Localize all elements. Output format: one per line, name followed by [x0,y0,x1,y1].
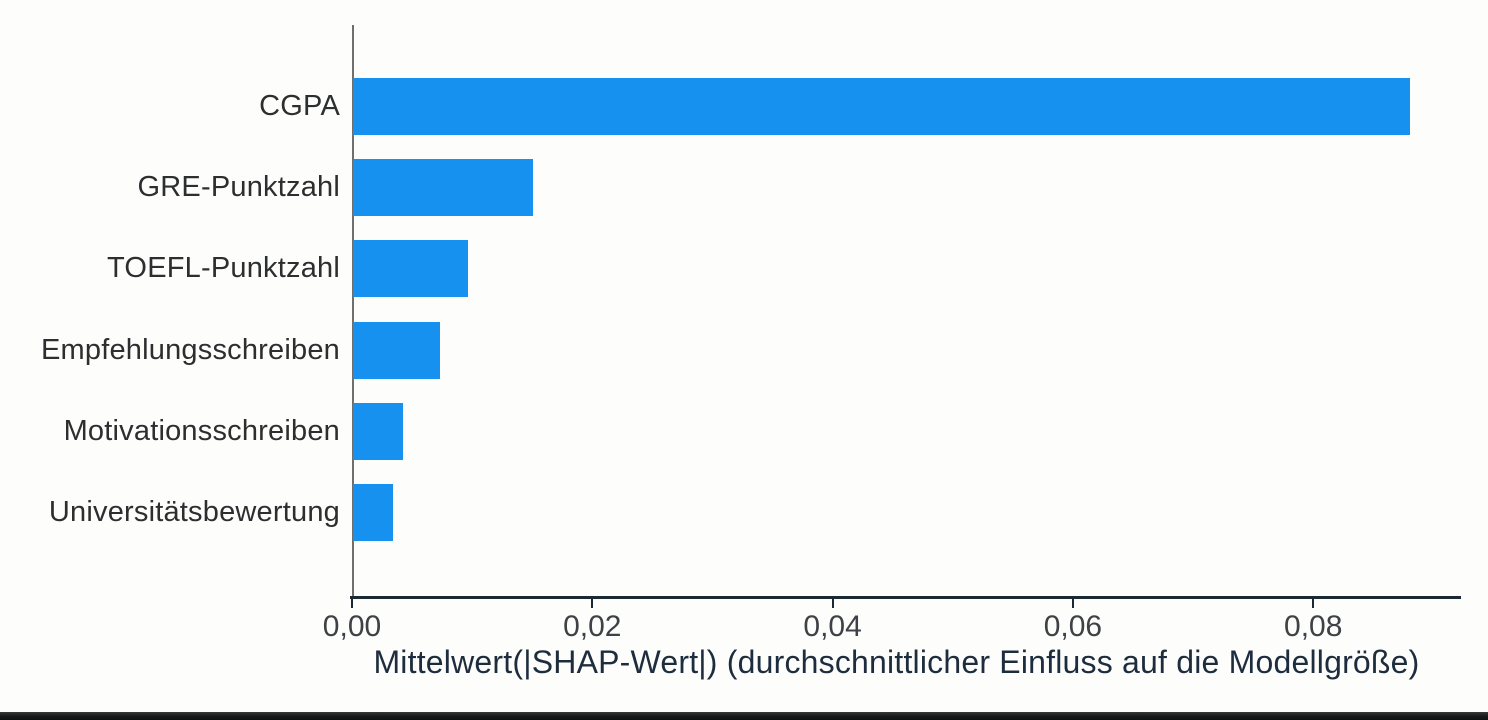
y-axis-category-label: Motivationsschreiben [63,414,340,447]
bar-toefl-punktzahl [353,240,468,298]
y-axis-category-label: GRE-Punktzahl [137,171,340,204]
x-axis-title: Mittelwert(|SHAP-Wert|) (durchschnittlic… [373,644,1420,680]
bar-empfehlungsschreiben [353,321,440,379]
x-axis-tick-label: 0,08 [1284,610,1343,643]
y-axis-category-label: CGPA [259,90,340,122]
x-axis-tick-label: 0,02 [563,610,622,643]
x-axis-tick-mark [351,599,353,608]
x-axis-tick-mark [591,599,594,608]
bar-universit-tsbewertung [353,484,393,541]
x-axis-tick-mark [1312,599,1315,608]
x-axis-line [350,596,1461,599]
bottom-cutoff-strip [0,712,1488,720]
bar-gre-punktzahl [353,159,533,217]
x-axis-tick-mark [1071,599,1074,608]
x-axis-tick-label: 0,00 [322,610,382,643]
y-axis-category-label: TOEFL-Punktzahl [107,252,340,285]
y-axis-category-label: Empfehlungsschreiben [40,333,340,366]
bar-motivationsschreiben [353,402,403,460]
x-axis-tick-label: 0,06 [1043,610,1103,643]
x-axis-tick-mark [831,599,834,608]
y-axis-category-label: Universitätsbewertung [48,496,340,528]
x-axis-tick-label: 0,04 [803,610,862,643]
y-axis-spine [352,25,354,599]
bar-cgpa [353,78,1410,135]
